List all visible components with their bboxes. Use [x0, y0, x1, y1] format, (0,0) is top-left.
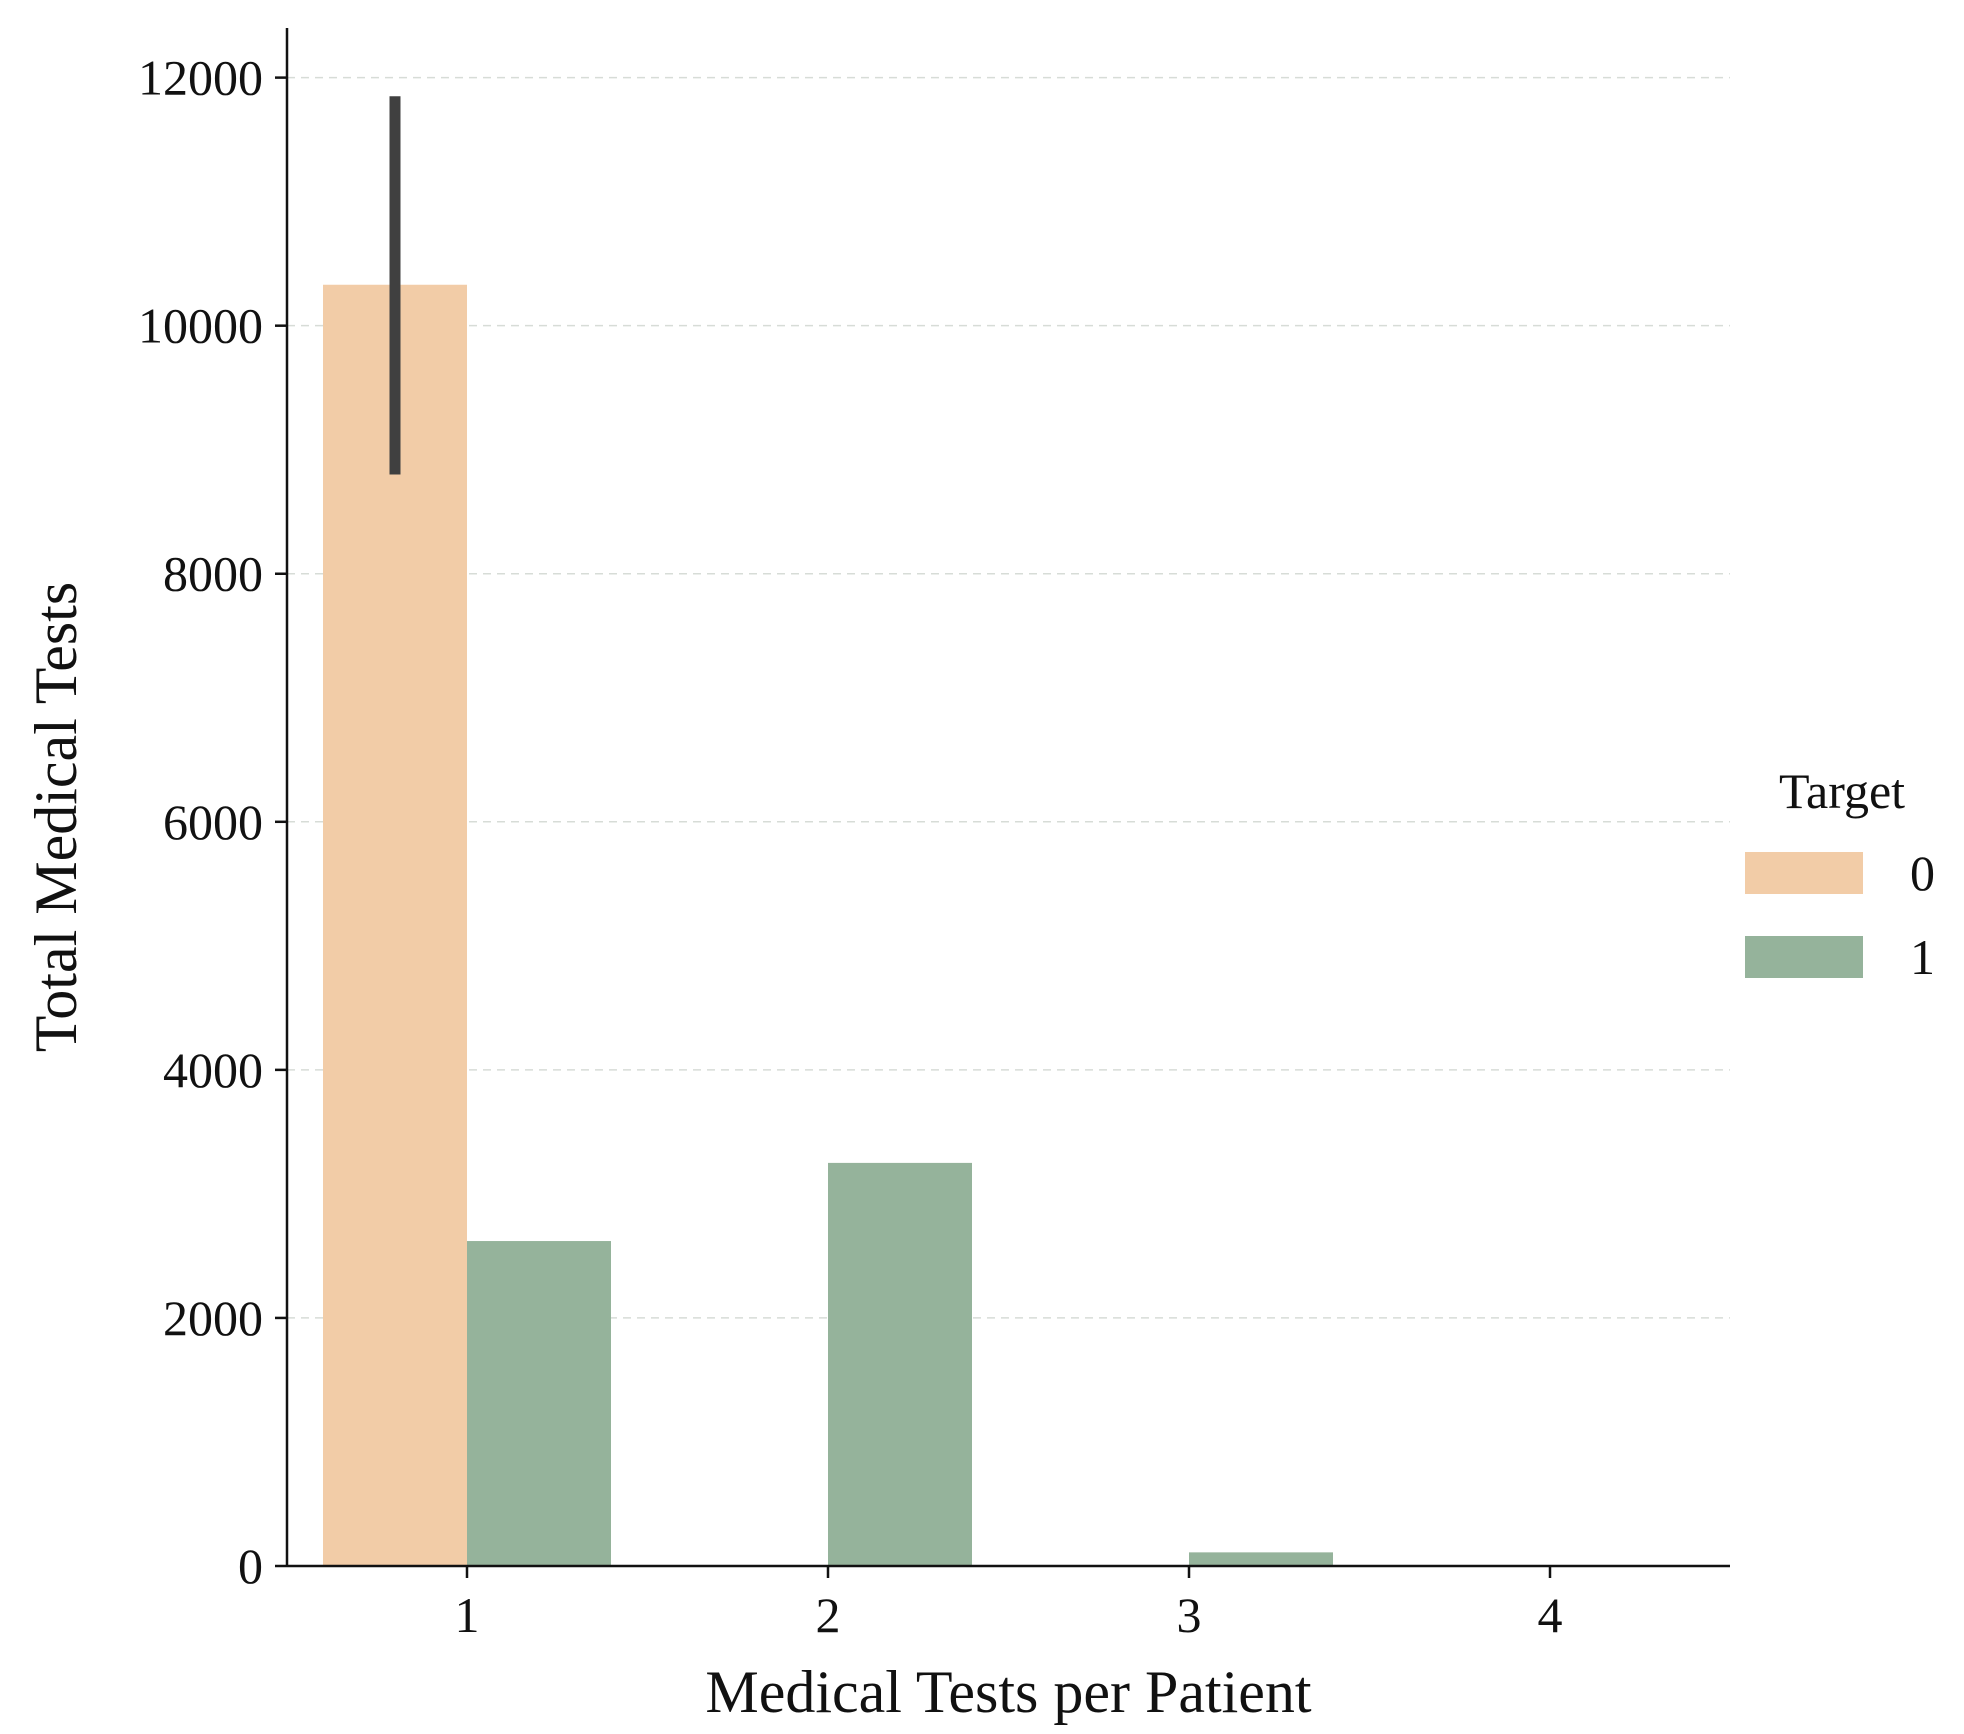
y-tick-label: 10000: [138, 298, 263, 354]
axes: [285, 28, 1730, 1568]
y-tick-label: 4000: [163, 1042, 263, 1098]
legend-title: Target: [1779, 763, 1905, 819]
y-tick-label: 0: [238, 1538, 263, 1594]
bar-target-1-cat-1: [467, 1241, 611, 1566]
y-ticks: 0 2000 4000 6000 8000 10000 12000: [138, 50, 287, 1594]
y-tick-label: 6000: [163, 794, 263, 850]
bar-target-1-cat-3: [1189, 1552, 1333, 1566]
x-tick-label: 3: [1177, 1587, 1202, 1643]
y-gridlines: [287, 76, 1730, 1319]
x-tick-label: 4: [1538, 1587, 1563, 1643]
legend-label-0: 0: [1910, 845, 1935, 901]
y-tick-label: 12000: [138, 50, 263, 106]
legend: Target 0 1: [1745, 763, 1935, 985]
legend-swatch-1: [1745, 936, 1863, 978]
x-tick-label: 2: [816, 1587, 841, 1643]
y-axis-title: Total Medical Tests: [23, 582, 89, 1052]
y-tick-label: 8000: [163, 546, 263, 602]
bars: [323, 284, 1333, 1566]
y-tick-label: 2000: [163, 1290, 263, 1346]
x-axis-title: Medical Tests per Patient: [705, 1659, 1312, 1725]
legend-label-1: 1: [1910, 929, 1935, 985]
x-tick-label: 1: [455, 1587, 480, 1643]
bar-target-1-cat-2: [828, 1162, 972, 1566]
legend-swatch-0: [1745, 852, 1863, 894]
x-ticks: 1 2 3 4: [455, 1566, 1563, 1643]
bar-target-0-cat-1: [323, 284, 467, 1566]
